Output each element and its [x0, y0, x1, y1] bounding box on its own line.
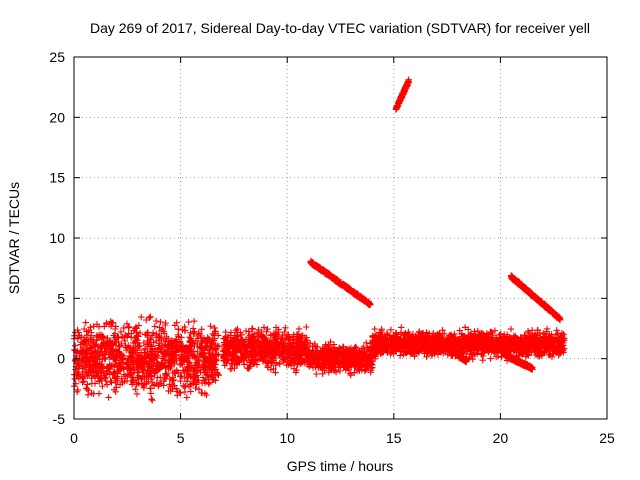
x-tick-label: 10 [279, 430, 295, 446]
x-tick-label: 20 [493, 430, 509, 446]
y-tick-label: -5 [53, 411, 66, 427]
y-tick-label: 0 [57, 351, 65, 367]
y-tick-label: 5 [57, 290, 65, 306]
x-tick-label: 0 [70, 430, 78, 446]
y-tick-label: 10 [49, 230, 65, 246]
x-tick-label: 25 [599, 430, 615, 446]
x-axis-label: GPS time / hours [287, 458, 394, 474]
sdtvar-marks [70, 76, 568, 404]
y-tick-label: 15 [49, 170, 65, 186]
x-tick-label: 5 [177, 430, 185, 446]
y-tick-label: 25 [49, 49, 65, 65]
data-points [70, 76, 568, 404]
y-axis-label: SDTVAR / TECUs [6, 182, 22, 294]
x-tick-label: 15 [386, 430, 402, 446]
chart-title: Day 269 of 2017, Sidereal Day-to-day VTE… [90, 20, 590, 36]
y-tick-label: 20 [49, 109, 65, 125]
